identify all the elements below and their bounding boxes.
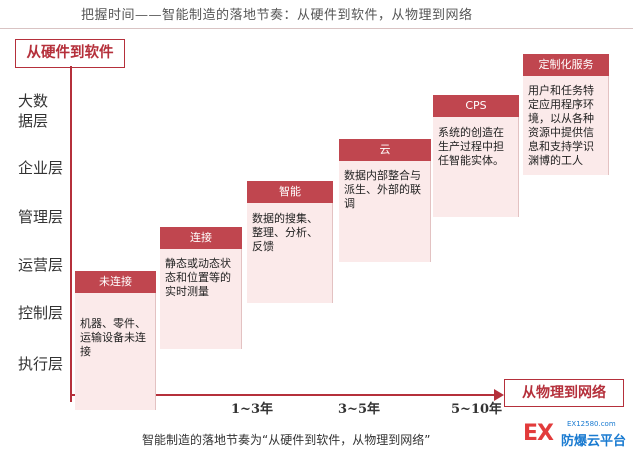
step-description: 数据内部整合与派生、外部的联调: [339, 161, 431, 262]
layer-label-enterprise: 企业层: [18, 159, 64, 177]
x-axis-line: [70, 394, 495, 396]
layer-label-operation: 运营层: [18, 256, 64, 274]
header: 把握时间——智能制造的落地节奏：从硬件到软件，从物理到网络: [0, 0, 633, 24]
layer-label-management: 管理层: [18, 208, 64, 226]
step-description: 机器、零件、运输设备未连接: [75, 293, 156, 410]
step-smart: 智能 数据的搜集、整理、分析、反馈: [247, 181, 333, 303]
watermark-logo: EX EX12580.com 防爆云平台: [523, 418, 628, 450]
step-customized-service: 定制化服务 用户和任务特定应用程序环境，以从各种资源中提供信息和支持学识渊博的工…: [523, 54, 609, 175]
step-unconnected: 未连接 机器、零件、运输设备未连接: [75, 271, 156, 410]
header-title: 把握时间——智能制造的落地节奏：从硬件到软件，从物理到网络: [81, 8, 473, 23]
step-description: 用户和任务特定应用程序环境，以从各种资源中提供信息和支持学识渊博的工人: [523, 76, 609, 175]
y-axis-label: 从硬件到软件: [15, 39, 125, 68]
x-tick-1-3: 1~3年: [231, 402, 273, 417]
figure-caption: 智能制造的落地节奏为“从硬件到软件，从物理到网络”: [142, 433, 431, 447]
step-title: CPS: [433, 95, 519, 117]
x-tick-3-5: 3~5年: [338, 402, 380, 417]
step-title: 未连接: [75, 271, 156, 293]
step-title: 智能: [247, 181, 333, 203]
y-axis-line: [70, 66, 72, 402]
step-connected: 连接 静态或动态状态和位置等的实时测量: [160, 227, 242, 349]
step-description: 数据的搜集、整理、分析、反馈: [247, 203, 333, 303]
x-tick-5-10: 5~10年: [451, 402, 503, 417]
x-axis-label: 从物理到网络: [504, 379, 624, 407]
watermark-mark-text: EX: [523, 421, 554, 446]
step-title: 云: [339, 139, 431, 161]
layer-label-control: 控制层: [18, 304, 64, 322]
watermark-mark: EX: [523, 421, 554, 446]
step-cps: CPS 系统的创造在生产过程中担任智能实体。: [433, 95, 519, 217]
x-axis-arrow-icon: [494, 389, 504, 401]
step-cloud: 云 数据内部整合与派生、外部的联调: [339, 139, 431, 262]
step-description: 系统的创造在生产过程中担任智能实体。: [433, 117, 519, 217]
watermark-url: EX12580.com: [567, 420, 616, 428]
step-title: 定制化服务: [523, 54, 609, 76]
header-divider: [0, 28, 633, 29]
step-description: 静态或动态状态和位置等的实时测量: [160, 249, 242, 349]
step-title: 连接: [160, 227, 242, 249]
watermark-name: 防爆云平台: [561, 434, 627, 449]
layer-label-execution: 执行层: [18, 355, 64, 373]
layer-label-bigdata: 大数据层: [18, 92, 49, 130]
